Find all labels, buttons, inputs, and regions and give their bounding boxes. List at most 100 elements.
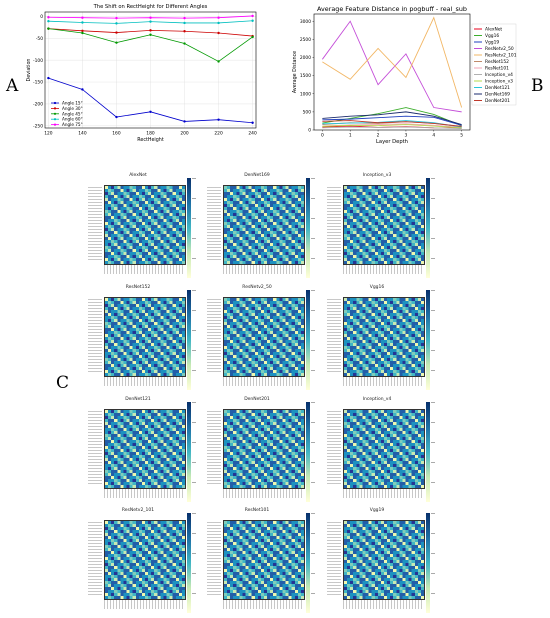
deviation-line-chart: The Shift on RectHeight for Different An… bbox=[26, 4, 257, 143]
heatmap-matrix bbox=[223, 185, 305, 265]
data-point bbox=[217, 31, 220, 35]
colorbar-ticks bbox=[431, 290, 435, 390]
data-point bbox=[81, 21, 84, 24]
y-tick-label: 2000 bbox=[300, 55, 311, 61]
legend-label: DenNet121 bbox=[485, 85, 510, 91]
data-point bbox=[149, 110, 152, 114]
x-tick-label: 120 bbox=[44, 131, 53, 137]
heatmap-panel: DenNet201 bbox=[207, 397, 327, 507]
heatmap-title: ResNet101 bbox=[244, 508, 270, 513]
heatmap-panel: ResNetv2_50 bbox=[207, 285, 327, 395]
x-tick-label: 1 bbox=[349, 133, 352, 139]
colorbar-ticks bbox=[431, 513, 435, 613]
heatmap-colorbar bbox=[306, 290, 310, 390]
legend-label: Angle 45° bbox=[62, 111, 83, 116]
heatmap-column-labels bbox=[223, 488, 303, 498]
chart-title: Average Feature Distance in pogbuff - re… bbox=[317, 5, 467, 13]
heatmap-colorbar bbox=[187, 513, 191, 613]
heatmap-matrix bbox=[104, 520, 186, 600]
legend-marker bbox=[53, 101, 57, 105]
series-line bbox=[321, 20, 462, 113]
x-tick-label: 140 bbox=[78, 131, 87, 137]
heatmap-panel: ResNet152 bbox=[88, 285, 208, 395]
heatmap-colorbar bbox=[306, 178, 310, 278]
data-point bbox=[149, 33, 152, 36]
y-tick-label: -150 bbox=[33, 80, 43, 86]
heatmap-row-labels bbox=[207, 187, 221, 261]
heatmap-matrix bbox=[343, 185, 425, 265]
y-tick-label: -100 bbox=[33, 58, 43, 64]
heatmap-column-labels bbox=[104, 264, 184, 274]
x-tick-label: 200 bbox=[180, 131, 189, 137]
heatmap-matrix bbox=[104, 409, 186, 489]
heatmap-colorbar bbox=[426, 178, 430, 278]
heatmap-row-labels bbox=[327, 187, 341, 261]
data-point bbox=[47, 76, 50, 80]
data-point bbox=[115, 115, 118, 119]
data-point bbox=[81, 16, 84, 19]
heatmap-panel: DenNet169 bbox=[207, 173, 327, 283]
data-point bbox=[81, 29, 84, 33]
heatmap-cells bbox=[224, 410, 304, 488]
feature-distance-line-chart: Average Feature Distance in pogbuff - re… bbox=[292, 5, 517, 145]
y-axis-label: Average Distance bbox=[292, 51, 298, 93]
data-point bbox=[217, 16, 220, 19]
y-tick-label: -50 bbox=[36, 36, 43, 42]
colorbar-ticks bbox=[192, 513, 196, 613]
plot-frame bbox=[44, 11, 257, 129]
heatmap-panel: Inception_v3 bbox=[327, 173, 447, 283]
heatmap-row-labels bbox=[88, 411, 102, 485]
heatmap-colorbar bbox=[306, 513, 310, 613]
heatmap-panel: ResNet101 bbox=[207, 508, 327, 618]
heatmap-column-labels bbox=[104, 599, 184, 609]
legend-marker bbox=[53, 123, 57, 126]
series-line bbox=[322, 115, 462, 126]
legend-label: DenNet169 bbox=[485, 92, 510, 98]
panel-label-a: A bbox=[6, 76, 19, 96]
data-point bbox=[183, 42, 186, 45]
heatmap-colorbar bbox=[426, 513, 430, 613]
x-tick-label: 160 bbox=[112, 131, 121, 137]
y-tick-label: 2500 bbox=[300, 37, 311, 43]
data-point bbox=[47, 16, 50, 19]
heatmap-column-labels bbox=[343, 599, 423, 609]
data-point bbox=[183, 30, 186, 33]
data-point bbox=[217, 21, 220, 25]
heatmap-cells bbox=[224, 186, 304, 264]
data-point bbox=[183, 16, 186, 20]
legend-marker bbox=[53, 118, 57, 121]
heatmap-row-labels bbox=[327, 522, 341, 596]
heatmap-row-labels bbox=[327, 411, 341, 485]
series-line bbox=[322, 120, 462, 127]
x-tick-label: 5 bbox=[460, 133, 463, 139]
heatmap-matrix bbox=[343, 520, 425, 600]
data-point bbox=[115, 16, 118, 20]
heatmap-row-labels bbox=[88, 187, 102, 261]
x-tick-label: 240 bbox=[248, 131, 257, 137]
data-point bbox=[217, 118, 220, 121]
heatmap-matrix bbox=[343, 409, 425, 489]
heatmap-matrix bbox=[223, 520, 305, 600]
colorbar-ticks bbox=[192, 178, 196, 278]
data-point bbox=[251, 19, 254, 22]
heatmap-title: DenNet121 bbox=[125, 397, 151, 402]
heatmap-cells bbox=[105, 410, 185, 488]
heatmap-cells bbox=[344, 410, 424, 488]
y-tick-label: 500 bbox=[303, 109, 312, 115]
x-tick-label: 220 bbox=[214, 131, 223, 137]
colorbar-ticks bbox=[311, 178, 315, 278]
heatmap-column-labels bbox=[343, 376, 423, 386]
data-point bbox=[251, 35, 254, 39]
heatmap-row-labels bbox=[327, 299, 341, 373]
heatmap-colorbar bbox=[306, 402, 310, 502]
y-tick-label: -200 bbox=[33, 102, 43, 108]
heatmap-column-labels bbox=[343, 264, 423, 274]
colorbar-ticks bbox=[431, 402, 435, 502]
heatmap-row-labels bbox=[207, 522, 221, 596]
heatmap-panel: Vgg16 bbox=[327, 285, 447, 395]
heatmap-matrix bbox=[343, 297, 425, 377]
heatmap-row-labels bbox=[207, 411, 221, 485]
legend-label: Vgg16 bbox=[485, 33, 499, 39]
data-point bbox=[183, 21, 186, 25]
data-point bbox=[81, 31, 84, 35]
